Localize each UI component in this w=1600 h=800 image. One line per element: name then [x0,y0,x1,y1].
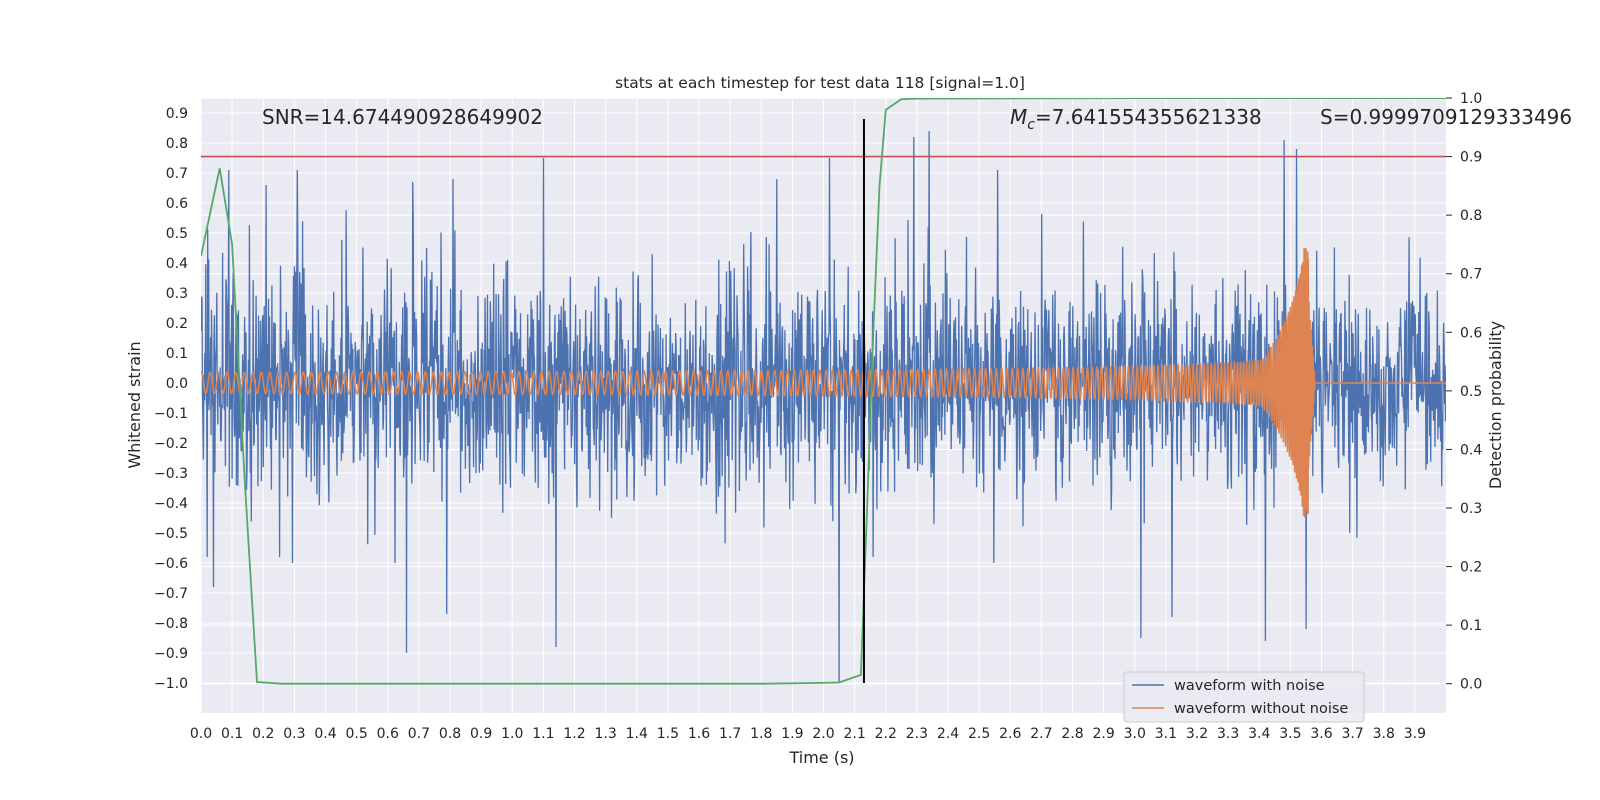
x-tick-label: 1.7 [719,726,741,742]
y-tick-label-left: 0.7 [166,166,188,182]
y-tick-label-right: 0.1 [1460,618,1482,634]
x-tick-label: 0.0 [190,726,212,742]
x-tick-label: 2.6 [999,726,1021,742]
y-tick-label-right: 0.4 [1460,442,1482,458]
snr-annotation: SNR=14.674490928649902 [262,105,543,129]
y-tick-label-left: 0.5 [166,226,188,242]
y-tick-label-right: 0.6 [1460,325,1482,341]
x-tick-label: 3.3 [1217,726,1239,742]
x-tick-label: 3.4 [1248,726,1270,742]
x-tick-label: 0.3 [283,726,305,742]
y-tick-label-left: −0.8 [154,616,188,632]
x-tick-label: 2.5 [968,726,990,742]
x-tick-label: 0.8 [439,726,461,742]
x-tick-label: 1.8 [750,726,772,742]
x-tick-label: 2.7 [1030,726,1052,742]
x-tick-label: 1.5 [657,726,679,742]
y-tick-label-right: 0.3 [1460,501,1482,517]
y-tick-label-right: 0.2 [1460,560,1482,576]
x-tick-label: 3.8 [1373,726,1395,742]
x-tick-label: 2.1 [843,726,865,742]
y-tick-label-left: −0.7 [154,586,188,602]
y-tick-label-left: 0.8 [166,136,188,152]
x-tick-label: 0.9 [470,726,492,742]
y-tick-label-left: 0.3 [166,286,188,302]
s-annotation: S=0.9999709129333496 [1320,105,1572,129]
y-tick-label-left: 0.0 [166,376,188,392]
annotations: stats at each timestep for test data 118… [125,74,1572,767]
x-tick-label: 3.2 [1186,726,1208,742]
y-tick-label-left: 0.6 [166,196,188,212]
series-waveform-without-noise [201,248,1446,518]
x-tick-label: 3.5 [1279,726,1301,742]
x-tick-label: 2.8 [1061,726,1083,742]
x-tick-label: 1.2 [563,726,585,742]
y-tick-label-right: 0.7 [1460,267,1482,283]
x-tick-label: 3.1 [1155,726,1177,742]
x-tick-label: 0.6 [377,726,399,742]
y-tick-label-right: 0.5 [1460,384,1482,400]
legend: waveform with noise waveform without noi… [1123,671,1365,723]
chart-title: stats at each timestep for test data 118… [615,74,1025,92]
y-tick-label-left: −0.4 [154,496,188,512]
y-tick-label-left: 0.2 [166,316,188,332]
x-tick-label: 1.0 [501,726,523,742]
x-tick-label: 0.7 [408,726,430,742]
x-tick-label: 0.5 [345,726,367,742]
x-tick-label: 2.4 [937,726,959,742]
y-tick-label-right: 0.0 [1460,677,1482,693]
y-tick-label-left: 0.4 [166,256,188,272]
y-tick-label-left: −0.9 [154,646,188,662]
x-tick-label: 1.4 [626,726,648,742]
x-tick-label: 1.9 [781,726,803,742]
legend-label-noise: waveform with noise [1174,678,1325,694]
axes: 0.0 0.1 0.2 0.3 0.4 0.5 0.6 0.7 0.8 0.9 1.0 1.1 1.2 1… [154,91,1482,742]
x-tick-label: 0.1 [221,726,243,742]
x-tick-label: 1.6 [688,726,710,742]
y-tick-label-left: −0.6 [154,556,188,572]
x-tick-label: 3.6 [1310,726,1332,742]
x-tick-label: 3.0 [1124,726,1146,742]
x-tick-label: 0.4 [314,726,336,742]
x-tick-label: 1.1 [532,726,554,742]
y-tick-label-left: 0.1 [166,346,188,362]
x-tick-label: 2.3 [906,726,928,742]
y-tick-label-left: −0.2 [154,436,188,452]
mc-subscript: c [1027,117,1035,133]
y-tick-label-left: −0.1 [154,406,188,422]
legend-box [1123,671,1365,723]
x-tick-label: 2.9 [1092,726,1114,742]
x-tick-label: 2.2 [875,726,897,742]
y-axis-label-right: Detection probability [1486,321,1505,489]
x-tick-label: 3.9 [1404,726,1426,742]
y-tick-label-right: 1.0 [1460,91,1482,107]
x-tick-label: 0.2 [252,726,274,742]
mc-symbol: M [1010,105,1027,129]
legend-label-clean: waveform without noise [1174,701,1348,717]
y-tick-label-left: −0.5 [154,526,188,542]
x-tick-label: 3.7 [1341,726,1363,742]
y-axis-label-left: Whitened strain [125,341,144,468]
y-tick-label-left: −1.0 [154,676,188,692]
x-axis-label: Time (s) [788,748,854,767]
mc-value: =7.641554355621338 [1035,105,1262,129]
y-tick-label-right: 0.8 [1460,208,1482,224]
plot-series [201,98,1446,685]
y-tick-label-left: −0.3 [154,466,188,482]
y-tick-label-right: 0.9 [1460,150,1482,166]
y-tick-label-left: 0.9 [166,106,188,122]
x-tick-label: 1.3 [594,726,616,742]
series-waveform-with-noise [201,130,1446,684]
x-tick-label: 2.0 [812,726,834,742]
mc-annotation: Mc=7.641554355621338 [1010,105,1262,133]
series-detection-probability [201,98,1446,685]
